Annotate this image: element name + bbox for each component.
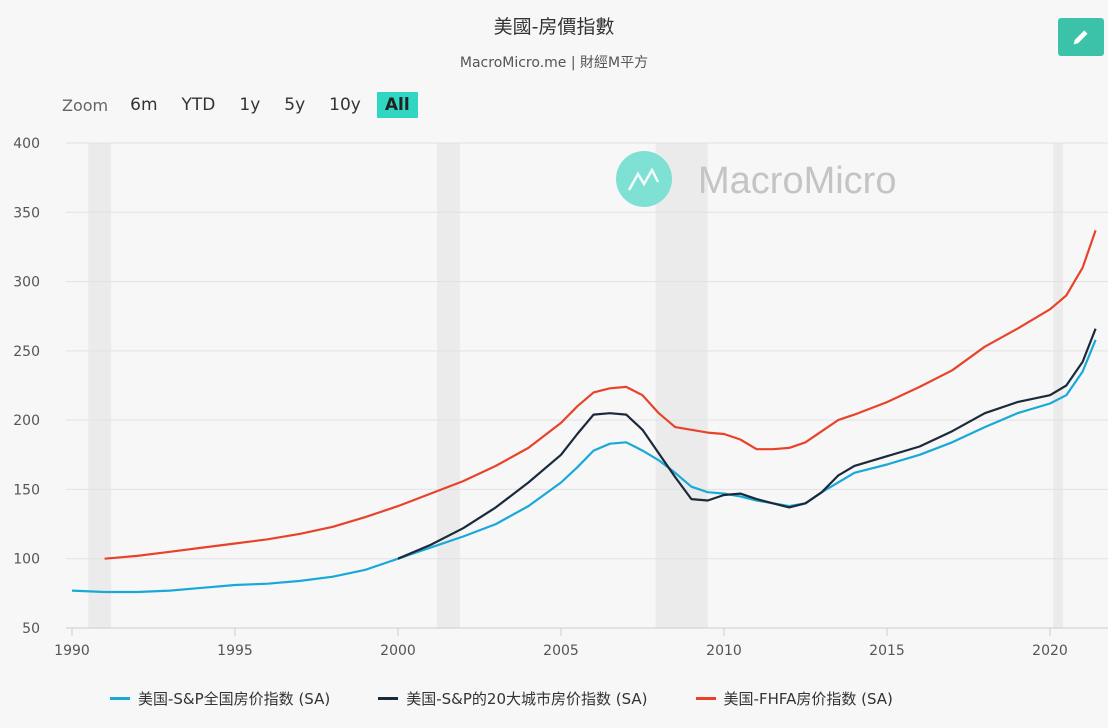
zoom-label: Zoom: [62, 95, 109, 115]
legend-item-fhfa[interactable]: 美国-FHFA房价指数 (SA): [695, 688, 893, 709]
x-tick-label: 2020: [1032, 643, 1068, 659]
watermark-text: MacroMicro: [698, 160, 896, 202]
series-line[interactable]: [104, 229, 1097, 560]
zoom-10y-button[interactable]: 10y: [329, 95, 361, 115]
chart-title: 美國-房價指數: [493, 16, 615, 38]
recession-band: [1053, 143, 1064, 628]
x-tick-label: 1990: [54, 643, 90, 659]
chart-legend: 美国-S&P全国房价指数 (SA) 美国-S&P的20大城市房价指数 (SA) …: [110, 688, 941, 709]
y-tick-label: 50: [22, 621, 40, 637]
zoom-6m-button[interactable]: 6m: [130, 95, 158, 115]
series-line[interactable]: [71, 339, 1097, 594]
axes: 50 100 150 200 250 300 350 400 1990 1995 2000 2005 2…: [13, 136, 1068, 659]
legend-swatch: [695, 697, 716, 700]
macromicro-logo-icon: [616, 151, 672, 207]
x-tick-label: 2015: [869, 643, 905, 659]
recession-band: [655, 143, 708, 628]
gridlines: [66, 142, 1108, 629]
zoom-5y-button[interactable]: 5y: [284, 95, 306, 115]
recession-bands: [88, 143, 1064, 628]
legend-label: 美国-S&P全国房价指数 (SA): [138, 690, 331, 708]
edit-button[interactable]: [1058, 18, 1104, 56]
x-tick-label: 2000: [380, 643, 416, 659]
chart-subtitle: MacroMicro.me | 財經M平方: [459, 55, 649, 71]
y-tick-label: 150: [13, 482, 40, 498]
recession-band: [437, 143, 460, 628]
zoom-ytd-button[interactable]: YTD: [181, 95, 216, 115]
pencil-icon: [1073, 30, 1088, 45]
zoom-1y-button[interactable]: 1y: [239, 95, 261, 115]
watermark: MacroMicro: [616, 151, 896, 207]
legend-label: 美国-FHFA房价指数 (SA): [723, 690, 893, 708]
y-tick-label: 200: [13, 413, 40, 429]
legend-item-sp-20city[interactable]: 美国-S&P的20大城市房价指数 (SA): [378, 688, 648, 709]
legend-swatch: [378, 697, 399, 700]
recession-band: [88, 143, 112, 628]
x-tick-label: 2010: [706, 643, 742, 659]
y-tick-label: 300: [13, 275, 40, 291]
legend-item-sp-national[interactable]: 美国-S&P全国房价指数 (SA): [110, 688, 330, 709]
y-tick-label: 250: [13, 344, 40, 360]
x-tick-label: 2005: [543, 643, 579, 659]
y-tick-label: 350: [13, 205, 40, 221]
y-tick-label: 100: [13, 552, 40, 568]
zoom-range-selector: Zoom 6m YTD 1y 5y 10y All: [62, 92, 426, 118]
legend-swatch: [110, 697, 130, 700]
legend-label: 美国-S&P的20大城市房价指数 (SA): [406, 690, 648, 708]
zoom-all-button[interactable]: All: [376, 92, 418, 118]
series-line[interactable]: [397, 328, 1097, 560]
y-tick-label: 400: [13, 136, 40, 152]
x-tick-label: 1995: [217, 643, 253, 659]
series-lines: [71, 229, 1097, 594]
